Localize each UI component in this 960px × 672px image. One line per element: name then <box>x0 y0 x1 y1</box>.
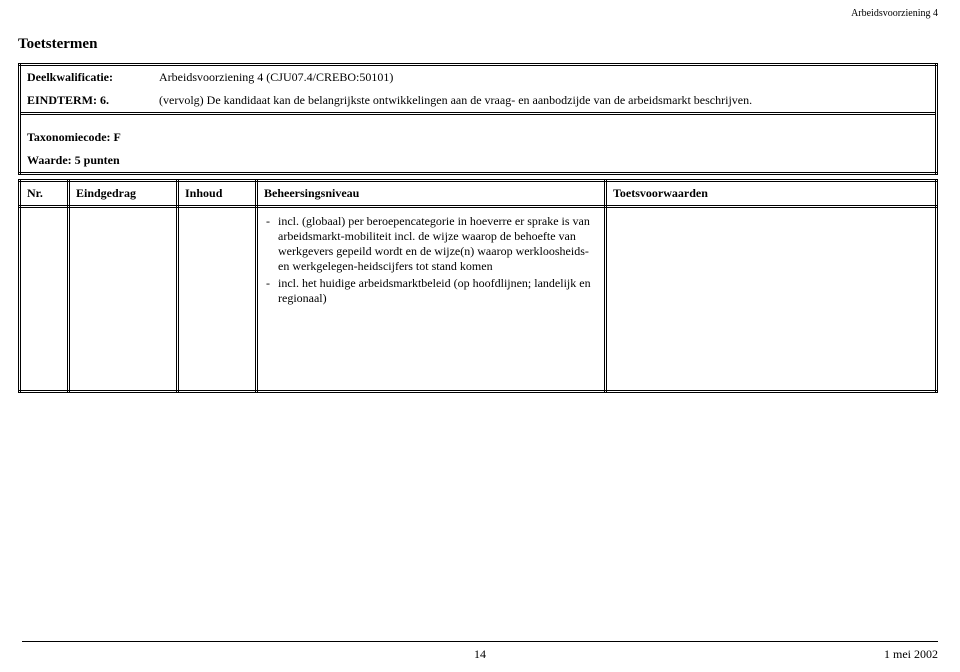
page-number: 14 <box>0 647 960 662</box>
cell-nr <box>20 207 69 392</box>
waarde-label: Waarde: 5 punten <box>21 149 935 172</box>
page-date: 1 mei 2002 <box>884 647 938 662</box>
cell-beh: - incl. (globaal) per beroepencategorie … <box>257 207 606 392</box>
bullet-text: incl. het huidige arbeidsmarktbeleid (op… <box>278 276 596 306</box>
col-nr: Nr. <box>20 181 69 207</box>
section-title: Toetstermen <box>18 36 938 53</box>
col-eind: Eindgedrag <box>69 181 178 207</box>
meta-table: Deelkwalificatie: Arbeidsvoorziening 4 (… <box>18 63 938 175</box>
deel-label: Deelkwalificatie: <box>21 66 153 89</box>
footer-rule <box>22 641 938 642</box>
running-header: Arbeidsvoorziening 4 <box>851 8 938 19</box>
content-table: Nr. Eindgedrag Inhoud Beheersingsniveau … <box>18 179 938 393</box>
bullet-item: - incl. het huidige arbeidsmarktbeleid (… <box>266 276 596 306</box>
cell-eind <box>69 207 178 392</box>
divider <box>21 114 935 127</box>
dash-icon: - <box>266 214 278 229</box>
col-toets: Toetsvoorwaarden <box>606 181 937 207</box>
taxonomy-label: Taxonomiecode: F <box>21 126 935 149</box>
bullet-item: - incl. (globaal) per beroepencategorie … <box>266 214 596 274</box>
deel-value: Arbeidsvoorziening 4 (CJU07.4/CREBO:5010… <box>153 66 935 89</box>
eindterm-value: (vervolg) De kandidaat kan de belangrijk… <box>153 89 935 114</box>
eindterm-label: EINDTERM: 6. <box>21 89 153 114</box>
col-beh: Beheersingsniveau <box>257 181 606 207</box>
bullet-text: incl. (globaal) per beroepencategorie in… <box>278 214 596 274</box>
cell-toets <box>606 207 937 392</box>
dash-icon: - <box>266 276 278 291</box>
cell-inh <box>178 207 257 392</box>
col-inh: Inhoud <box>178 181 257 207</box>
